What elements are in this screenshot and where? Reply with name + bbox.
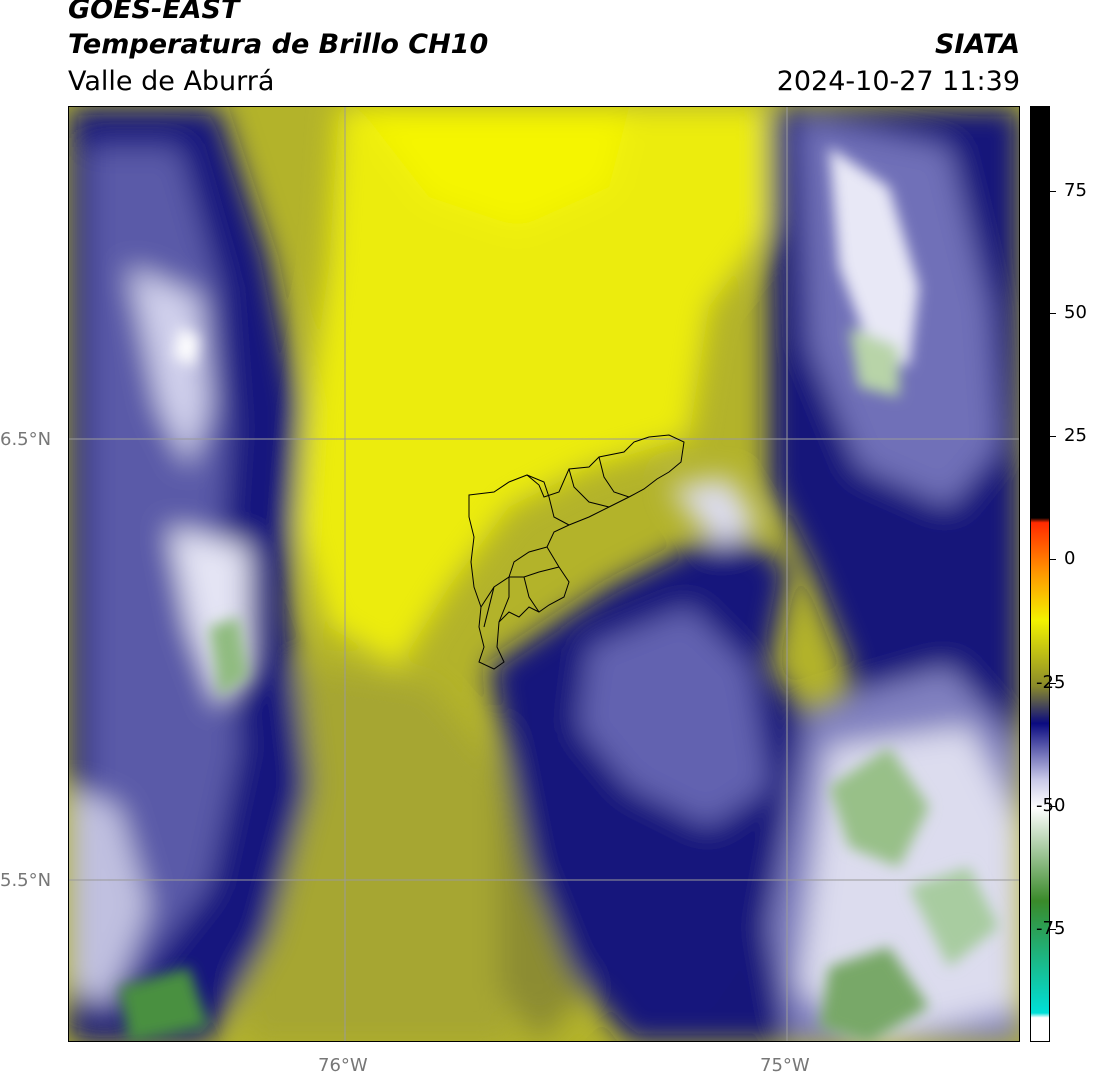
colorbar-label-50: 50: [1064, 302, 1087, 323]
organization-label: SIATA: [934, 29, 1020, 60]
colorbar-label-25: 25: [1064, 425, 1087, 446]
timestamp-label: 2024-10-27 11:39: [776, 66, 1020, 97]
colorbar-tick: [1050, 313, 1056, 314]
colorbar-tick: [1050, 806, 1056, 807]
colorbar-label-minus-50: -50: [1036, 795, 1066, 816]
colorbar-tick: [1050, 436, 1056, 437]
product-title: Temperatura de Brillo CH10: [68, 29, 489, 60]
lat-label-6-5: 6.5°N: [0, 429, 52, 450]
lon-label-76w: 76°W: [318, 1055, 368, 1076]
colorbar-tick: [1050, 683, 1056, 684]
colorbar-tick: [1050, 559, 1056, 560]
satellite-title: GOES-EAST: [68, 0, 240, 25]
brightness-temperature-map[interactable]: [68, 106, 1020, 1042]
colorbar-label-75: 75: [1064, 180, 1087, 201]
cold-cloud-tops: [119, 147, 999, 1041]
colorbar-label-minus-75: -75: [1036, 918, 1066, 939]
lon-label-75w: 75°W: [760, 1055, 810, 1076]
colorbar-tick: [1050, 191, 1056, 192]
colorbar-label-minus-25: -25: [1036, 672, 1066, 693]
colorbar-tick: [1050, 929, 1056, 930]
region-subtitle: Valle de Aburrá: [68, 66, 275, 97]
lat-label-5-5: 5.5°N: [0, 870, 52, 891]
temperature-colorbar: [1030, 106, 1050, 1042]
map-canvas: [69, 107, 1019, 1041]
colorbar-label-0: 0: [1064, 548, 1076, 569]
municipal-boundaries: [468, 434, 685, 670]
